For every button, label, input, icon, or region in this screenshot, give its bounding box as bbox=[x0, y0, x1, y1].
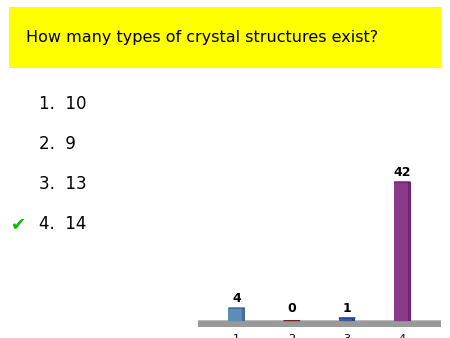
FancyBboxPatch shape bbox=[0, 5, 450, 69]
Text: 4.  14: 4. 14 bbox=[40, 215, 87, 233]
Text: 0: 0 bbox=[288, 301, 296, 315]
Bar bbox=[394, 182, 410, 321]
Text: 1: 1 bbox=[343, 302, 351, 315]
Bar bbox=[352, 318, 356, 321]
Text: 4: 4 bbox=[232, 292, 241, 305]
Text: 1.  10: 1. 10 bbox=[40, 95, 87, 113]
Text: ✔: ✔ bbox=[11, 215, 26, 233]
Text: How many types of crystal structures exist?: How many types of crystal structures exi… bbox=[26, 30, 378, 45]
Text: 42: 42 bbox=[394, 166, 411, 179]
Bar bbox=[242, 308, 245, 321]
Bar bbox=[228, 308, 245, 321]
Bar bbox=[408, 182, 410, 321]
Bar bbox=[198, 321, 441, 327]
Bar bbox=[198, 320, 441, 321]
Bar bbox=[339, 318, 356, 321]
Text: 3.  13: 3. 13 bbox=[40, 175, 87, 193]
Text: 2.  9: 2. 9 bbox=[40, 135, 76, 153]
